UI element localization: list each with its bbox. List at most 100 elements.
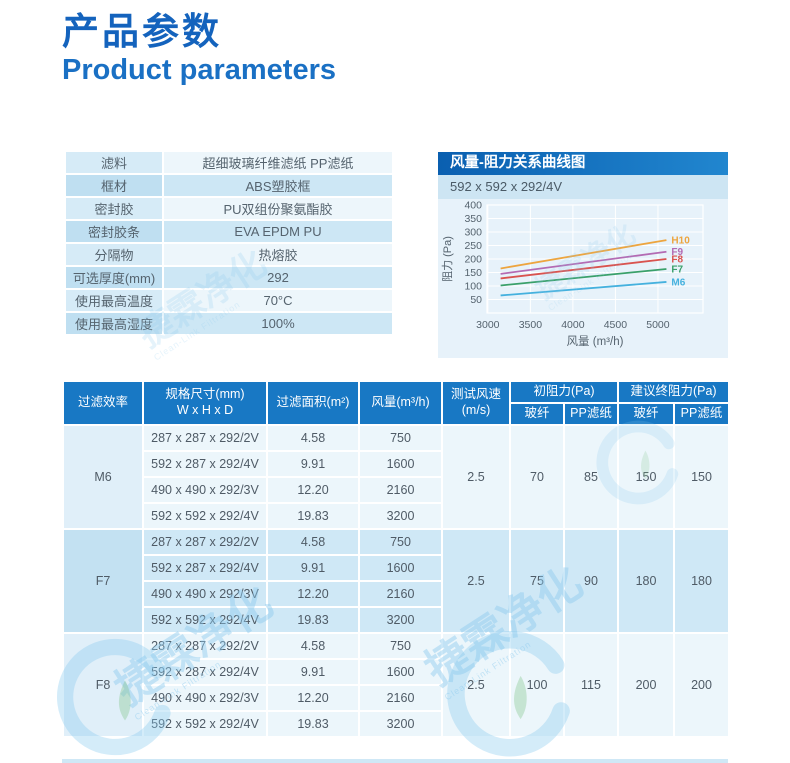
header-size: 规格尺寸(mm) W x H x D [142,380,268,426]
y-tick-label: 50 [470,294,482,306]
header-final-resistance: 建议终阻力(Pa) [617,380,730,404]
size-cell: 490 x 490 x 292/3V [142,684,268,712]
airflow-cell: 3200 [358,502,443,530]
spec-value: 70°C [162,288,394,313]
series-label-M6: M6 [671,277,685,288]
spec-label: 可选厚度(mm) [64,265,164,290]
area-cell: 19.83 [266,502,360,530]
size-cell: 287 x 287 x 292/2V [142,424,268,452]
x-tick-label: 5000 [646,319,670,331]
chart-plot-area: 50 100 150 200 250 300 350 400 3000 3500 4000 4500 5… [438,199,728,358]
y-tick-label: 100 [464,281,482,293]
header-initial-glass: 玻纤 [509,402,565,426]
spec-row: 可选厚度(mm) 292 [64,265,394,290]
header-size-line1: 规格尺寸(mm) [165,387,245,402]
next-group-row-sliver [62,759,728,763]
airflow-resistance-chart-panel: 风量-阻力关系曲线图 592 x 592 x 292/4V 50 100 150 20… [438,152,728,358]
size-cell: 592 x 287 x 292/4V [142,450,268,478]
initial-pp-cell: 115 [563,632,619,738]
y-tick-label: 150 [464,267,482,279]
size-cell: 287 x 287 x 292/2V [142,632,268,660]
filter-table-header: 过滤效率 规格尺寸(mm) W x H x D 过滤面积(m²) 风量(m³/h… [62,380,730,426]
area-cell: 4.58 [266,528,360,556]
y-tick-label: 350 [464,213,482,225]
area-cell: 12.20 [266,684,360,712]
final-pp-cell: 200 [673,632,730,738]
spec-row: 使用最高温度 70°C [64,288,394,313]
spec-label: 密封胶条 [64,219,164,244]
spec-row: 滤料 超细玻璃纤维滤纸 PP滤纸 [64,150,394,175]
airflow-cell: 3200 [358,710,443,738]
spec-value: 热熔胶 [162,242,394,267]
header-final-pp: PP滤纸 [673,402,730,426]
area-cell: 9.91 [266,450,360,478]
spec-row: 分隔物 热熔胶 [64,242,394,267]
size-cell: 592 x 287 x 292/4V [142,554,268,582]
header-final-glass: 玻纤 [617,402,675,426]
table-row: 490 x 490 x 292/3V 12.20 2160 [63,684,729,712]
spec-value: ABS塑胶框 [162,173,394,198]
table-row: 490 x 490 x 292/3V 12.20 2160 [63,476,729,504]
final-glass-cell: 200 [617,632,675,738]
spec-value: PU双组份聚氨酯胶 [162,196,394,221]
filter-data-table: 过滤效率 规格尺寸(mm) W x H x D 过滤面积(m²) 风量(m³/h… [62,380,730,738]
header-initial-resistance: 初阻力(Pa) [509,380,619,404]
size-cell: 592 x 592 x 292/4V [142,710,268,738]
header-airflow: 风量(m³/h) [358,380,443,426]
x-tick-label: 4000 [561,319,585,331]
airflow-cell: 1600 [358,554,443,582]
plot-border [486,204,704,314]
table-row: F8 287 x 287 x 292/2V 4.58 750 2.5 100 115 200 2… [62,632,730,738]
spec-value: 292 [162,265,394,290]
header-test-speed: 测试风速 (m/s) [441,380,511,426]
spec-label: 使用最高温度 [64,288,164,313]
material-spec-table: 滤料 超细玻璃纤维滤纸 PP滤纸 框材 ABS塑胶框 密封胶 PU双组份聚氨酯胶 密封胶条 E… [64,150,394,336]
efficiency-cell: F7 [62,528,144,634]
table-row: 592 x 287 x 292/4V 9.91 1600 [63,658,729,686]
area-cell: 9.91 [266,658,360,686]
spec-label: 框材 [64,173,164,198]
table-row: 592 x 592 x 292/4V 19.83 3200 [63,710,729,738]
area-cell: 19.83 [266,606,360,634]
speed-cell: 2.5 [441,424,511,530]
airflow-cell: 750 [358,424,443,452]
area-cell: 9.91 [266,554,360,582]
final-glass-cell: 150 [617,424,675,530]
initial-pp-cell: 85 [563,424,619,530]
spec-label: 滤料 [64,150,164,175]
table-row: 490 x 490 x 292/3V 12.20 2160 [63,580,729,608]
area-cell: 12.20 [266,476,360,504]
area-cell: 19.83 [266,710,360,738]
size-cell: 490 x 490 x 292/3V [142,476,268,504]
y-tick-label: 300 [464,227,482,239]
series-line-H10 [500,239,667,270]
x-axis-title: 风量 (m³/h) [567,335,624,348]
table-row: 592 x 592 x 292/4V 19.83 3200 [63,502,729,530]
chart-subtitle: 592 x 592 x 292/4V [438,175,728,199]
size-cell: 287 x 287 x 292/2V [142,528,268,556]
final-pp-cell: 150 [673,424,730,530]
page-title-english: Product parameters [62,53,336,86]
efficiency-cell: M6 [62,424,144,530]
x-tick-label: 3500 [519,319,543,331]
table-row: F7 287 x 287 x 292/2V 4.58 750 2.5 75 90 180 180 [62,528,730,634]
spec-table-body: 滤料 超细玻璃纤维滤纸 PP滤纸 框材 ABS塑胶框 密封胶 PU双组份聚氨酯胶 密封胶条 E… [64,150,394,336]
final-pp-cell: 180 [673,528,730,634]
size-cell: 490 x 490 x 292/3V [142,580,268,608]
size-cell: 592 x 287 x 292/4V [142,658,268,686]
series-line-F7 [500,268,667,287]
series-line-F8 [500,258,667,280]
header-speed-line1: 测试风速 [450,387,501,402]
airflow-cell: 2160 [358,476,443,504]
series-line-F9 [500,250,667,275]
spec-label: 分隔物 [64,242,164,267]
airflow-cell: 2160 [358,580,443,608]
spec-label: 使用最高湿度 [64,311,164,336]
table-row: 592 x 592 x 292/4V 19.83 3200 [63,606,729,634]
series-label-F8: F8 [671,255,683,266]
initial-pp-cell: 90 [563,528,619,634]
area-cell: 4.58 [266,632,360,660]
spec-label: 密封胶 [64,196,164,221]
